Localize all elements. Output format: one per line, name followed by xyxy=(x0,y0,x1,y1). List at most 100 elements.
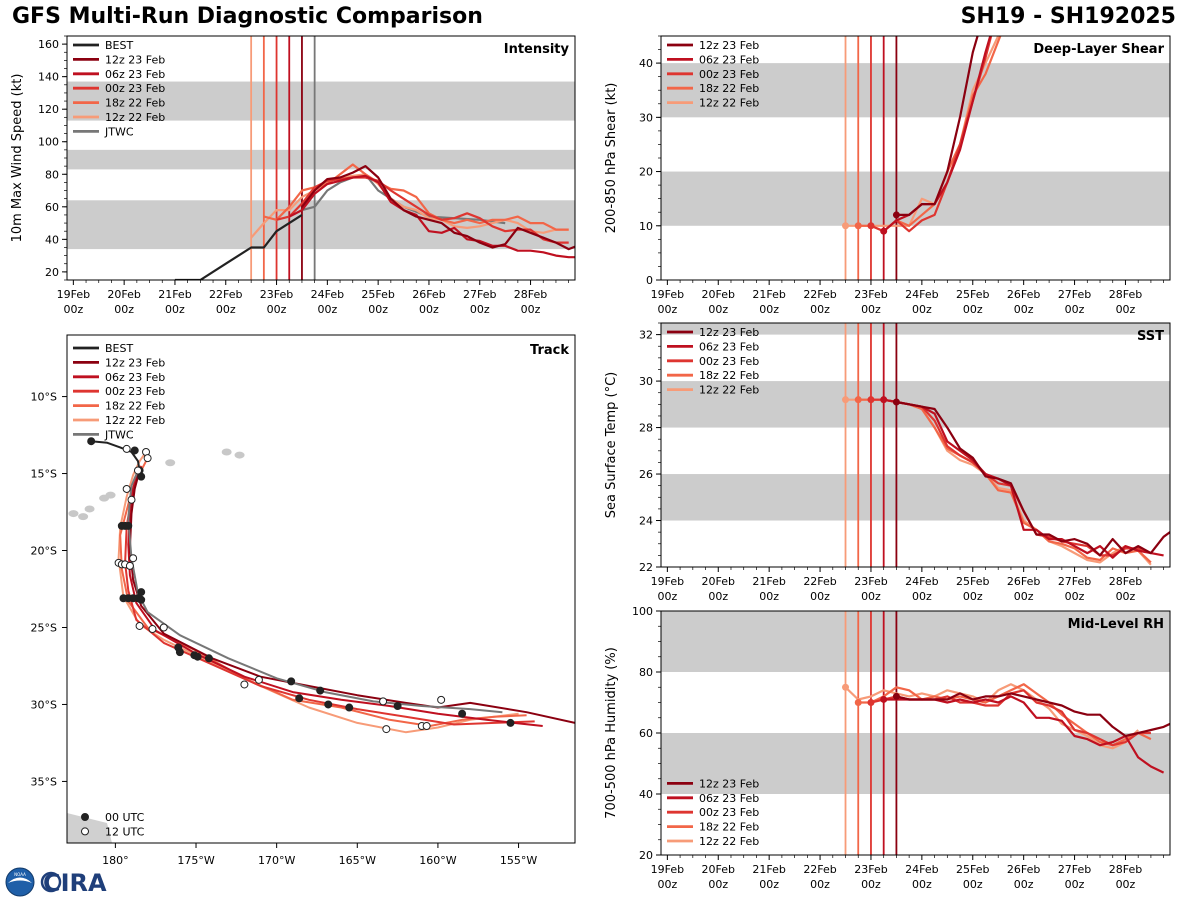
legend-label-00z-23-feb: 00z 23 Feb xyxy=(699,355,759,368)
legend-label-jtwc: JTWC xyxy=(104,125,134,138)
shear-panel: 0 10 20 30 40 19Feb 00z 20Feb 00z 21Feb 00z 22Feb 00… xyxy=(604,35,1171,316)
legend-label-18z-22-feb: 18z 22 Feb xyxy=(699,369,759,382)
track-panel-title: Track xyxy=(530,343,569,358)
sst-ytick-label: 22 xyxy=(639,561,653,574)
shear-ytick-label: 20 xyxy=(639,166,653,179)
track-point-12utc xyxy=(122,444,131,453)
series-start-point-12z-22-feb xyxy=(842,396,850,404)
sst-band xyxy=(661,381,1170,428)
track-ytick-label: 35°S xyxy=(31,775,57,788)
rh-xtick-hour-label: 00z xyxy=(810,878,830,891)
intensity-xtick-hour-label: 00z xyxy=(419,303,439,316)
legend-label-12z-23-feb: 12z 23 Feb xyxy=(699,39,759,52)
intensity-ytick-label: 120 xyxy=(38,103,59,116)
intensity-panel: 20 40 60 80 100 120 140 160 19Feb 00z 20Feb 00z 21Fe… xyxy=(10,35,576,316)
legend-label-12z-22-feb: 12z 22 Feb xyxy=(699,384,759,397)
marker-legend-12utc xyxy=(81,827,89,836)
track-legend-label-12z-22-feb: 12z 22 Feb xyxy=(105,414,165,427)
track-line-12z-23-feb xyxy=(128,470,575,724)
series-start-point-00z-23-feb xyxy=(867,396,875,404)
sst-band xyxy=(661,323,1170,335)
cira-logo-text: CIRA xyxy=(43,869,107,897)
intensity-ytick-label: 140 xyxy=(38,71,59,84)
intensity-xtick-hour-label: 00z xyxy=(267,303,287,316)
rh-xtick-hour-label: 00z xyxy=(759,878,779,891)
sst-xtick-day-label: 25Feb xyxy=(956,575,989,588)
intensity-xtick-day-label: 24Feb xyxy=(311,288,344,301)
sst-xtick-hour-label: 00z xyxy=(708,590,728,603)
shear-xtick-hour-label: 00z xyxy=(657,303,677,316)
legend-label-06z-23-feb: 06z 23 Feb xyxy=(699,340,759,353)
rh-xtick-day-label: 28Feb xyxy=(1109,863,1142,876)
rh-xtick-hour-label: 00z xyxy=(912,878,932,891)
sst-xtick-day-label: 27Feb xyxy=(1058,575,1091,588)
track-line-18z-22-feb xyxy=(119,457,527,727)
series-line-06z-23-feb xyxy=(883,398,1164,559)
track-point-00utc xyxy=(175,648,184,657)
series-line-best xyxy=(174,213,303,280)
track-point-00utc xyxy=(393,701,402,710)
rh-xtick-hour-label: 00z xyxy=(708,878,728,891)
intensity-xtick-hour-label: 00z xyxy=(114,303,134,316)
rh-xtick-day-label: 25Feb xyxy=(956,863,989,876)
rh-xtick-day-label: 21Feb xyxy=(752,863,785,876)
track-point-00utc xyxy=(130,446,139,455)
noaa-seal-bird-icon xyxy=(8,877,32,883)
track-point-00utc xyxy=(345,703,354,712)
shear-xtick-hour-label: 00z xyxy=(861,303,881,316)
shear-band xyxy=(661,63,1170,118)
intensity-xtick-day-label: 20Feb xyxy=(107,288,140,301)
intensity-ytick-label: 60 xyxy=(45,201,59,214)
track-point-00utc xyxy=(137,588,146,597)
figure-title: GFS Multi-Run Diagnostic Comparison xyxy=(12,4,483,29)
marker-legend-label: 00 UTC xyxy=(105,811,145,824)
intensity-band xyxy=(67,149,575,170)
intensity-xtick-hour-label: 00z xyxy=(216,303,236,316)
series-line-12z-23-feb xyxy=(896,692,1170,738)
series-start-point-00z-23-feb xyxy=(867,699,875,706)
series-start-point-12z-22-feb xyxy=(842,222,850,230)
track-line-12z-22-feb xyxy=(117,451,519,734)
sst-ylabel: Sea Surface Temp (°C) xyxy=(604,372,619,519)
shear-xtick-hour-label: 00z xyxy=(759,303,779,316)
rh-panel-title: Mid-Level RH xyxy=(1068,617,1164,632)
shear-xtick-hour-label: 00z xyxy=(963,303,983,316)
rh-xtick-hour-label: 00z xyxy=(657,878,677,891)
shear-xtick-day-label: 24Feb xyxy=(905,288,938,301)
intensity-xtick-hour-label: 00z xyxy=(368,303,388,316)
shear-xtick-hour-label: 00z xyxy=(912,303,932,316)
track-xtick-label: 155°W xyxy=(500,854,537,867)
legend-label-18z-22-feb: 18z 22 Feb xyxy=(699,821,759,834)
track-point-00utc xyxy=(137,472,146,481)
intensity-xtick-day-label: 22Feb xyxy=(209,288,242,301)
sst-xtick-day-label: 20Feb xyxy=(702,575,735,588)
shear-panel-title: Deep-Layer Shear xyxy=(1033,42,1164,57)
intensity-plot-area xyxy=(67,36,575,280)
shear-xtick-day-label: 21Feb xyxy=(752,288,785,301)
sst-ytick-label: 28 xyxy=(639,422,653,435)
intensity-xtick-day-label: 23Feb xyxy=(260,288,293,301)
legend-label-00z-23-feb: 00z 23 Feb xyxy=(699,806,759,819)
shear-band xyxy=(661,171,1170,226)
series-line-12z-22-feb xyxy=(250,173,569,239)
marker-legend-label: 12 UTC xyxy=(105,825,145,838)
rh-band xyxy=(661,611,1170,672)
sst-xtick-day-label: 24Feb xyxy=(905,575,938,588)
intensity-ytick-label: 100 xyxy=(38,136,59,149)
land-mass xyxy=(78,513,89,521)
legend-label-18z-22-feb: 18z 22 Feb xyxy=(105,97,165,110)
sst-band xyxy=(661,474,1170,521)
shear-xtick-hour-label: 00z xyxy=(1014,303,1034,316)
rh-ytick-label: 20 xyxy=(639,849,653,862)
noaa-seal-icon xyxy=(5,867,35,897)
legend-label-12z-23-feb: 12z 23 Feb xyxy=(699,777,759,790)
shear-ytick-label: 0 xyxy=(646,274,653,287)
sst-frame xyxy=(660,322,1171,568)
shear-xtick-hour-label: 00z xyxy=(1065,303,1085,316)
land-mass xyxy=(68,510,79,518)
series-start-point-00z-23-feb xyxy=(867,222,875,230)
track-point-12utc xyxy=(125,561,134,570)
rh-band xyxy=(661,733,1170,794)
sst-xtick-hour-label: 00z xyxy=(1116,590,1136,603)
track-legend-label-jtwc: JTWC xyxy=(104,428,134,441)
